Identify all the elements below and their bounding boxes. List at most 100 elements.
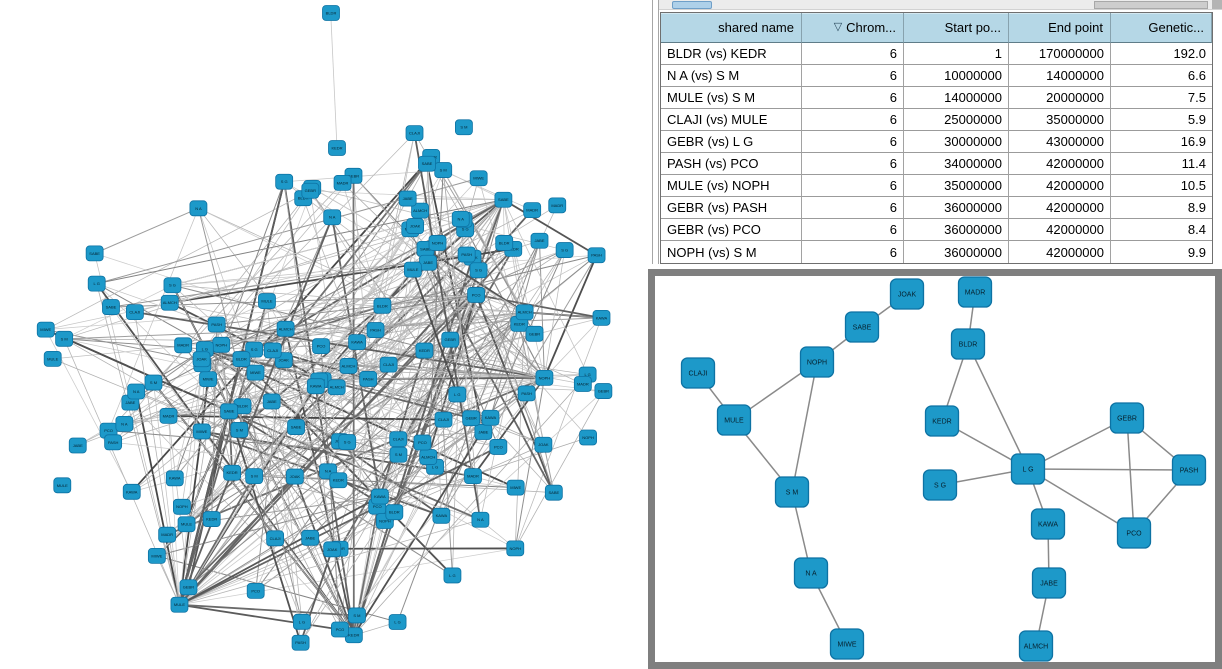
table-cell[interactable]: 42000000 [1009,241,1111,263]
node-overview-90[interactable]: MADR [333,174,352,191]
node-overview-31[interactable]: JOAK [534,436,553,453]
node-sg[interactable]: S G [922,469,958,501]
filter-icon[interactable]: ▽ [833,21,843,33]
table-cell[interactable]: 192.0 [1111,43,1212,65]
node-overview-24[interactable]: CLAJI [389,431,408,448]
node-overview-60[interactable]: S M [389,446,408,463]
node-overview-68[interactable]: SABE [494,191,513,208]
node-overview-74[interactable]: ALMCH [339,358,358,374]
node-overview-134[interactable]: KEDR [329,472,348,489]
node-overview-73[interactable]: JABE [474,424,493,440]
node-overview-91[interactable]: KAWA [348,334,366,351]
node-overview-8[interactable]: PASH [587,247,606,264]
node-madr[interactable]: MADR [957,276,993,308]
table-cell[interactable]: 11.4 [1111,153,1212,175]
node-overview-106[interactable]: SABE [102,299,120,315]
node-overview-148[interactable]: KAWA [481,409,500,426]
node-overview-108[interactable]: MIWE [192,423,211,440]
node-overview-79[interactable]: S M [434,162,453,178]
node-overview-111[interactable]: JABE [262,393,281,410]
node-overview-123[interactable]: PCO [331,621,349,638]
node-overview-1[interactable]: KEDR [328,140,346,156]
node-overview-122[interactable]: PASH [457,246,476,263]
table-cell[interactable]: 42000000 [1009,197,1111,219]
node-overview-113[interactable]: S G [555,242,574,258]
node-overview-138[interactable]: CLAJI [263,342,282,359]
node-overview-29[interactable]: NOPH [579,429,597,446]
node-overview-94[interactable]: S G [469,262,488,279]
node-pco[interactable]: PCO [1116,517,1152,549]
node-overview-92[interactable]: JABE [301,529,320,546]
column-header-end-point[interactable]: End point [1009,13,1111,43]
node-overview-23[interactable]: MULE [170,596,189,613]
node-overview-95[interactable]: BLDR [232,351,251,367]
table-cell[interactable]: 6 [802,65,904,87]
node-overview-26[interactable]: L G [443,567,462,584]
table-cell[interactable]: 8.9 [1111,197,1212,219]
node-sabe[interactable]: SABE [844,311,880,343]
table-cell[interactable]: 10000000 [904,65,1009,87]
node-overview-104[interactable]: PCO [246,583,265,599]
node-overview-97[interactable]: N A [115,415,134,432]
node-overview-54[interactable]: JABE [530,232,549,249]
node-overview-103[interactable]: PASH [366,322,385,338]
node-overview-35[interactable]: JABE [419,254,437,271]
table-cell[interactable]: 6 [802,87,904,109]
node-overview-32[interactable]: MIWE [246,364,265,381]
node-overview-135[interactable]: N A [451,210,470,227]
node-overview-4[interactable]: MULE [53,477,72,494]
node-overview-120[interactable]: GEBR [301,182,320,199]
table-cell[interactable]: 34000000 [904,153,1009,175]
node-overview-110[interactable]: KAWA [306,378,325,395]
node-overview-52[interactable]: MADR [548,197,567,214]
node-overview-17[interactable]: ALMCH [276,320,295,337]
node-overview-0[interactable]: BLDR [322,5,340,21]
node-overview-125[interactable]: SABE [544,484,563,501]
table-cell[interactable]: 30000000 [904,131,1009,153]
table-cell-shared-name[interactable]: N A (vs) S M [661,65,802,87]
node-overview-49[interactable]: SABE [85,245,104,262]
column-header-genetic-[interactable]: Genetic... [1111,13,1212,43]
node-overview-65[interactable]: PASH [359,371,378,387]
node-overview-5[interactable]: CLAJI [266,530,285,547]
table-cell[interactable]: 170000000 [1009,43,1111,65]
table-cell[interactable]: 16.9 [1111,131,1212,153]
node-overview-93[interactable]: ALMCH [515,304,534,321]
table-cell[interactable]: 35000000 [1009,109,1111,131]
node-overview-10[interactable]: NOPH [212,336,231,353]
table-cell[interactable]: 6 [802,241,904,263]
node-overview-27[interactable]: PASH [291,634,310,651]
node-overview-40[interactable]: N A [471,511,490,528]
node-overview-112[interactable]: ALMCH [327,379,346,396]
horizontal-scrollbar-track[interactable] [659,0,1222,10]
node-overview-61[interactable]: MULE [403,261,422,278]
table-cell[interactable]: 1 [904,43,1009,65]
node-overview-48[interactable]: NOPH [428,235,447,251]
node-overview-22[interactable]: S M [455,119,473,136]
table-cell[interactable]: 36000000 [904,219,1009,241]
node-overview-143[interactable]: NOPH [506,540,525,557]
node-overview-98[interactable]: S M [245,468,264,485]
node-noph[interactable]: NOPH [799,346,835,378]
node-overview-45[interactable]: L G [388,614,407,630]
node-overview-3[interactable]: S M [230,421,249,438]
table-cell[interactable]: 36000000 [904,241,1009,263]
node-overview-145[interactable]: JOAK [192,351,211,368]
node-overview-107[interactable]: JOAK [323,541,342,558]
node-overview-118[interactable]: MULE [43,350,62,367]
node-overview-71[interactable]: MADR [159,408,178,424]
table-cell[interactable]: 20000000 [1009,87,1111,109]
node-overview-6[interactable]: GEBR [441,331,460,348]
node-overview-72[interactable]: KAWA [432,507,451,524]
table-cell[interactable]: 42000000 [1009,175,1111,197]
node-overview-58[interactable]: KEDR [415,342,434,359]
table-cell[interactable]: 6 [802,131,904,153]
node-overview-39[interactable]: KEDR [223,464,242,481]
node-overview-132[interactable]: S G [338,434,357,450]
node-kedr[interactable]: KEDR [924,405,960,437]
node-overview-69[interactable]: JOAK [285,468,304,485]
node-overview-70[interactable]: MIWE [506,479,525,496]
node-overview-86[interactable]: NOPH [535,369,554,386]
node-miwe[interactable]: MIWE [829,628,865,660]
node-overview-149[interactable]: JABE [398,190,417,207]
